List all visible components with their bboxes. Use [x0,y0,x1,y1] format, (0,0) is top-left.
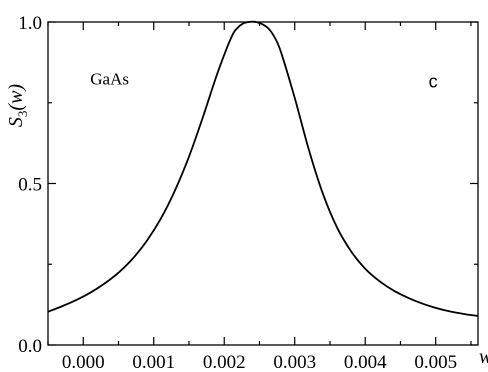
x-tick-label: 0.004 [344,352,387,372]
material-annotation: GaAs [90,70,129,89]
x-tick-label: 0.005 [414,352,457,372]
x-tick-label: 0.003 [273,352,316,372]
x-tick-label: 0.002 [203,352,246,372]
series-line [47,20,479,317]
y-tick-label: 0.0 [18,336,42,357]
y-axis-label: S3(w) [5,84,30,128]
tick-labels-layer: 0.000 0.001 0.002 0.003 0.004 0.005 0.0 0.5 1.0 [18,13,457,372]
panel-letter-annotation: c [429,72,438,92]
x-tick-label: 0.001 [132,352,175,372]
y-tick-label: 1.0 [18,13,42,34]
x-axis-label: w [479,346,488,368]
y-axis-label-subscript: 3 [15,111,30,118]
y-tick-label: 0.5 [18,175,42,196]
x-tick-label: 0.000 [62,352,105,372]
y-axis-label-symbol: S [5,117,27,127]
y-axis-label-argument: (w) [5,84,27,111]
ticks-layer [47,21,478,346]
